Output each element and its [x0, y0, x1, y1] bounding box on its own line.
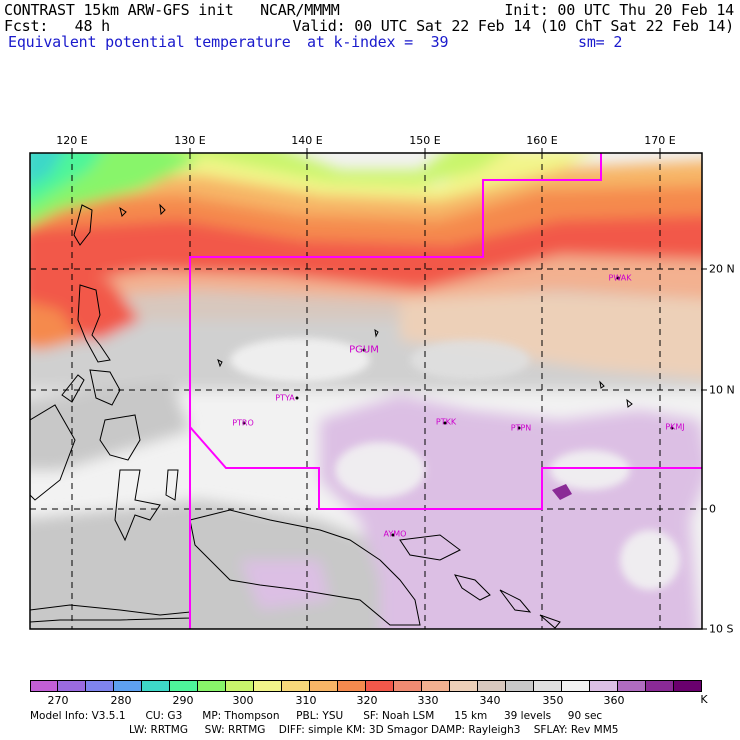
header-init-time: Init: 00 UTC Thu 20 Feb 14 — [504, 1, 734, 19]
map-frame — [29, 152, 703, 630]
colorbar-unit: K — [700, 693, 708, 706]
colorbar-cell — [478, 680, 506, 692]
footer-model-info: Model Info: V3.5.1 CU: G3 MP: Thompson P… — [30, 710, 603, 722]
station-label-aymo: AYMO — [383, 529, 407, 539]
shaded-field — [30, 153, 702, 629]
lat-label-equator: 0 — [709, 502, 716, 516]
header-field-name: Equivalent potential temperature — [8, 33, 291, 51]
lon-label-170e: 170 E — [644, 134, 676, 147]
colorbar-cell — [618, 680, 646, 692]
colorbar-cell — [338, 680, 366, 692]
station-label-ptro: PTRO — [232, 418, 254, 428]
lat-label-10n: 10 N — [709, 383, 735, 397]
colorbar-frame — [30, 680, 702, 692]
colorbar-cell — [226, 680, 254, 692]
fir-boundary-line — [189, 153, 702, 629]
colorbar-cell — [254, 680, 282, 692]
colorbar-tick-310: 310 — [295, 694, 317, 707]
colorbar-cell — [646, 680, 674, 692]
colorbar-tick-270: 270 — [47, 694, 69, 707]
colorbar-cell — [534, 680, 562, 692]
colorbar-tick-320: 320 — [356, 694, 378, 707]
colorbar-cell — [198, 680, 226, 692]
lat-label-20n: 20 N — [709, 262, 735, 276]
station-label-pgum: PGUM — [349, 344, 379, 356]
colorbar-tick-350: 350 — [542, 694, 564, 707]
station-label-ptpn: PTPN — [510, 423, 532, 433]
coastlines — [30, 203, 633, 629]
header-smoothing: sm= 2 — [578, 33, 623, 51]
colorbar-cell — [30, 680, 58, 692]
lon-label-130e: 130 E — [174, 134, 206, 147]
lat-label-10s: 10 S — [709, 622, 734, 636]
colorbar-tick-360: 360 — [603, 694, 625, 707]
colorbar-tick-330: 330 — [417, 694, 439, 707]
colorbar-cell — [562, 680, 590, 692]
colorbar-cell — [170, 680, 198, 692]
station-label-ptkk: PTKK — [435, 417, 457, 427]
station-label-pwak: PWAK — [608, 273, 632, 283]
colorbar-tick-300: 300 — [232, 694, 254, 707]
lon-label-160e: 160 E — [526, 134, 558, 147]
lon-label-140e: 140 E — [291, 134, 323, 147]
lon-label-150e: 150 E — [409, 134, 441, 147]
colorbar-cell — [506, 680, 534, 692]
station-label-pkmj: PKMJ — [665, 422, 685, 432]
colorbar-cell — [450, 680, 478, 692]
colorbar-cell — [366, 680, 394, 692]
frame-ticks — [71, 148, 707, 630]
lon-label-120e: 120 E — [56, 134, 88, 147]
colorbar-tick-290: 290 — [172, 694, 194, 707]
colorbar-cell — [114, 680, 142, 692]
header-valid-time: Valid: 00 UTC Sat 22 Feb 14 (10 ChT Sat … — [292, 17, 734, 35]
station-label-ptya: PTYA — [275, 393, 295, 403]
colorbar-cell — [86, 680, 114, 692]
footer-physics-info: LW: RRTMG SW: RRTMG DIFF: simple KM: 3D … — [129, 724, 619, 736]
header-title: CONTRAST 15km ARW-GFS init NCAR/MMMM — [4, 1, 340, 19]
colorbar-cell — [282, 680, 310, 692]
station-markers — [242, 276, 674, 537]
header-level: at k-index = 39 — [307, 33, 449, 51]
colorbar-tick-340: 340 — [479, 694, 501, 707]
colorbar-cell — [590, 680, 618, 692]
colorbar-tick-280: 280 — [110, 694, 132, 707]
colorbar-cell — [58, 680, 86, 692]
colorbar-cell — [422, 680, 450, 692]
colorbar-cell — [310, 680, 338, 692]
header-forecast-hour: Fcst: 48 h — [4, 17, 110, 35]
colorbar-cell — [142, 680, 170, 692]
colorbar-cell — [394, 680, 422, 692]
